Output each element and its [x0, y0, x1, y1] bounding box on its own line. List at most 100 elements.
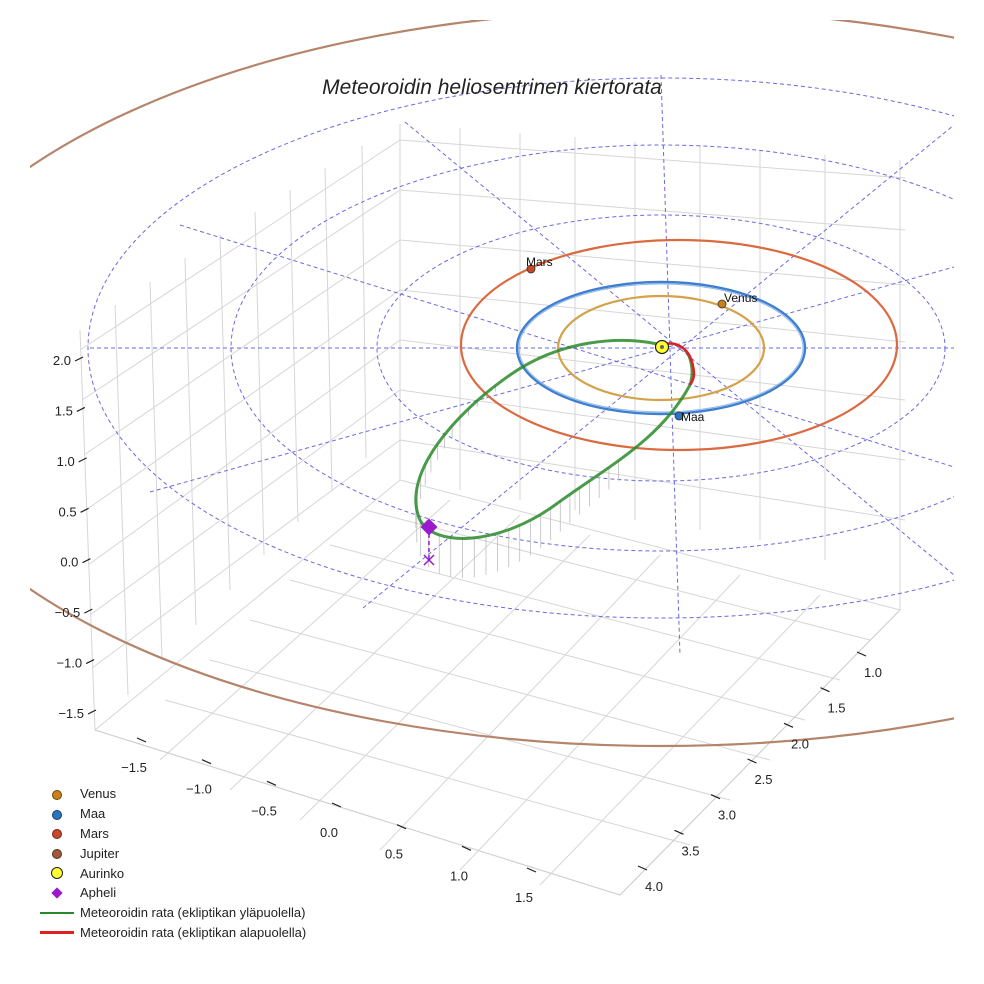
legend-marker-icon [51, 887, 63, 899]
pane-grid [79, 124, 906, 896]
legend-swatch [40, 866, 74, 880]
legend-label: Mars [80, 825, 109, 841]
z-tick-mark [76, 406, 86, 412]
venus-marker [717, 299, 727, 309]
earth-label: Maa [681, 410, 705, 424]
legend-label: Venus [80, 786, 117, 802]
y-tick-mark [820, 687, 830, 693]
z-tick-mark [80, 507, 89, 513]
legend-swatch [40, 807, 74, 821]
x-tick-mark [461, 845, 472, 851]
legend-label: Maa [80, 806, 106, 822]
legend-entry: Maa [40, 804, 306, 824]
mars-label: Mars [526, 255, 553, 269]
mars-marker [526, 264, 536, 274]
z-tick-label: 0.5 [58, 504, 76, 519]
z-tick-mark [87, 709, 97, 715]
z-tick-label: 0.0 [60, 555, 78, 570]
y-tick-label: 3.0 [718, 808, 736, 823]
reference-rings [87, 74, 954, 656]
earth-marker [674, 411, 684, 421]
y-tick-label: 3.5 [681, 843, 699, 858]
legend: Venus Maa Mars Jupiter Aurinko Apheli Meteoroi… [40, 784, 306, 942]
earth-orbit [515, 280, 807, 416]
z-tick-mark [82, 558, 91, 564]
x-tick-mark [136, 737, 147, 743]
y-tick-mark [856, 651, 867, 657]
legend-label: Meteoroidin rata (ekliptikan yläpuolella… [80, 905, 306, 921]
jupiter-orbit [30, 20, 954, 747]
x-tick-label: −1.0 [186, 782, 212, 797]
x-tick-label: −0.5 [251, 803, 277, 818]
legend-marker-icon [51, 867, 63, 880]
y-tick-label: 4.0 [645, 879, 663, 894]
x-axis: −1.5 −1.0 −0.5 0.0 0.5 1.0 1.5 [121, 737, 537, 905]
x-tick-label: 0.5 [385, 847, 403, 862]
x-tick-mark [396, 824, 407, 830]
legend-entry: Venus [40, 784, 306, 804]
z-tick-label: 1.0 [57, 454, 75, 469]
legend-swatch [40, 787, 74, 801]
z-tick-label: −1.0 [56, 656, 82, 671]
meteoroid-orbit-above [414, 338, 694, 540]
z-tick-mark [85, 659, 95, 665]
venus-label: Venus [724, 291, 757, 305]
z-tick-label: −1.5 [58, 706, 84, 721]
y-tick-mark [783, 722, 794, 728]
aphelion-marker [420, 518, 438, 536]
legend-swatch [40, 906, 74, 920]
legend-label: Apheli [80, 885, 117, 901]
y-tick-label: 2.0 [791, 736, 809, 751]
y-tick-label: 1.5 [827, 701, 845, 716]
aphelion-projection-marker [423, 554, 435, 566]
z-tick-label: 2.0 [53, 353, 71, 368]
x-tick-mark [331, 802, 342, 808]
y-tick-mark [710, 794, 721, 800]
legend-marker-icon [52, 829, 62, 840]
z-tick-mark [74, 356, 84, 362]
x-tick-label: 1.0 [450, 868, 468, 883]
x-tick-label: 0.0 [320, 825, 338, 840]
y-tick-mark [674, 829, 684, 835]
y-tick-mark [637, 865, 648, 871]
legend-swatch [40, 826, 74, 840]
legend-entry: Jupiter [40, 843, 306, 863]
legend-marker-icon [40, 911, 74, 915]
meteoroid-orbit-below [661, 342, 696, 386]
legend-marker-icon [40, 931, 74, 934]
legend-label: Aurinko [80, 865, 125, 881]
legend-entry: Mars [40, 824, 306, 844]
legend-swatch [40, 886, 74, 900]
z-tick-label: 1.5 [55, 403, 73, 418]
y-tick-label: 1.0 [864, 665, 882, 680]
z-axis: 2.0 1.5 1.0 0.5 0.0 −0.5 −1.0 −1.5 [53, 353, 97, 721]
legend-entry: Meteoroidin rata (ekliptikan yläpuolella… [40, 903, 306, 923]
z-tick-mark [78, 457, 87, 463]
legend-swatch [40, 846, 74, 860]
x-tick-mark [266, 780, 277, 786]
z-tick-label: −0.5 [55, 605, 81, 620]
legend-entry: Apheli [40, 883, 306, 903]
venus-orbit [556, 294, 766, 402]
x-tick-mark [526, 867, 537, 873]
legend-swatch [40, 925, 74, 939]
y-tick-label: 2.5 [754, 772, 772, 787]
legend-marker-icon [52, 809, 62, 820]
sun-center [660, 345, 664, 349]
x-tick-mark [201, 759, 212, 765]
mars-orbit [459, 238, 899, 452]
legend-marker-icon [52, 849, 62, 860]
axes [94, 609, 901, 896]
legend-entry: Meteoroidin rata (ekliptikan alapuolella… [40, 923, 306, 943]
legend-label: Jupiter [80, 845, 120, 861]
x-tick-label: 1.5 [515, 890, 533, 905]
legend-entry: Aurinko [40, 863, 306, 883]
legend-label: Meteoroidin rata (ekliptikan alapuolella… [80, 924, 307, 940]
z-tick-mark [84, 608, 93, 614]
legend-marker-icon [52, 789, 62, 800]
y-tick-mark [747, 758, 757, 764]
chart-title: Meteoroidin heliosentrinen kiertorata [322, 76, 662, 99]
x-tick-label: −1.5 [121, 760, 147, 775]
y-axis: 1.0 1.5 2.0 2.5 3.0 3.5 4.0 [637, 651, 882, 894]
